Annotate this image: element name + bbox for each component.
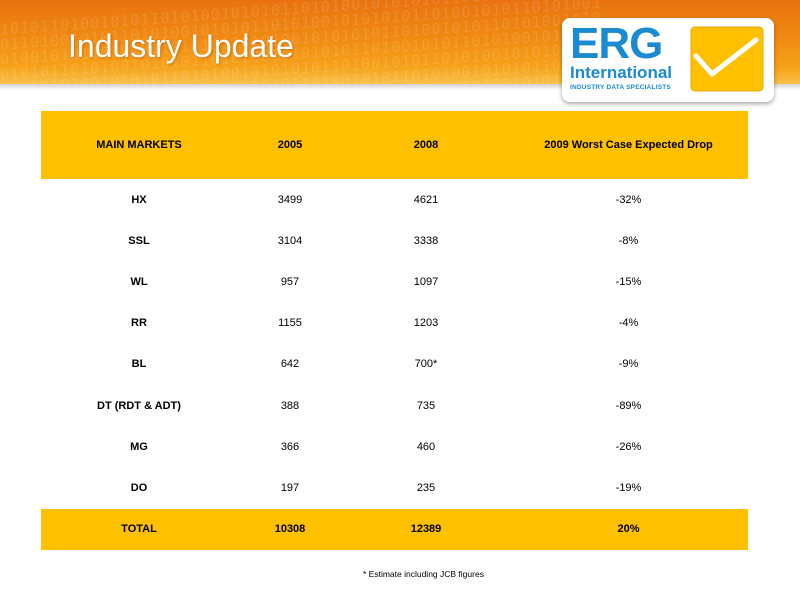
total-drop-cell: 20% <box>509 508 748 550</box>
envelope-check-icon <box>690 26 764 92</box>
table-row: MG 366 460 -26% <box>41 426 748 468</box>
markets-table: MAIN MARKETS 2005 2008 2009 Worst Case E… <box>41 111 748 550</box>
value-2008-cell: 735 <box>343 384 509 427</box>
drop-cell: -89% <box>509 384 748 427</box>
value-2005-cell: 3104 <box>237 220 343 262</box>
table-header-row: MAIN MARKETS 2005 2008 2009 Worst Case E… <box>41 111 748 179</box>
value-2008-cell: 1097 <box>343 261 509 303</box>
value-2008-cell: 235 <box>343 467 509 509</box>
drop-cell: -8% <box>509 220 748 262</box>
value-2005-cell: 197 <box>237 467 343 509</box>
value-2008-cell: 700* <box>343 343 509 385</box>
market-cell: SSL <box>41 220 237 262</box>
header-2005: 2005 <box>237 111 343 179</box>
market-cell: RR <box>41 302 237 344</box>
slide-title: Industry Update <box>68 28 294 64</box>
value-2005-cell: 642 <box>237 343 343 385</box>
value-2008-cell: 3338 <box>343 220 509 262</box>
table-row: HX 3499 4621 -32% <box>41 179 748 221</box>
total-2005-cell: 10308 <box>237 508 343 550</box>
market-cell: DO <box>41 467 237 509</box>
value-2005-cell: 3499 <box>237 179 343 221</box>
total-label-cell: TOTAL <box>41 508 237 550</box>
value-2005-cell: 957 <box>237 261 343 303</box>
table-total-row: TOTAL 10308 12389 20% <box>41 508 748 550</box>
drop-cell: -15% <box>509 261 748 303</box>
value-2005-cell: 366 <box>237 426 343 468</box>
header-main-markets: MAIN MARKETS <box>41 111 237 179</box>
value-2008-cell: 4621 <box>343 179 509 221</box>
value-2005-cell: 388 <box>237 384 343 427</box>
erg-logo: ERG International INDUSTRY DATA SPECIALI… <box>562 18 774 102</box>
drop-cell: -19% <box>509 467 748 509</box>
drop-cell: -9% <box>509 343 748 385</box>
value-2005-cell: 1155 <box>237 302 343 344</box>
market-cell: WL <box>41 261 237 303</box>
table-row: WL 957 1097 -15% <box>41 261 748 303</box>
footnote: * Estimate including JCB figures <box>363 569 484 579</box>
header-2008: 2008 <box>343 111 509 179</box>
table-row: RR 1155 1203 -4% <box>41 302 748 344</box>
table-row: DT (RDT & ADT) 388 735 -89% <box>41 384 748 427</box>
drop-cell: -32% <box>509 179 748 221</box>
market-cell: MG <box>41 426 237 468</box>
logo-tagline: INDUSTRY DATA SPECIALISTS <box>570 84 671 91</box>
value-2008-cell: 460 <box>343 426 509 468</box>
logo-brand: ERG <box>570 19 663 68</box>
total-2008-cell: 12389 <box>343 508 509 550</box>
header-expected-drop: 2009 Worst Case Expected Drop <box>509 111 748 179</box>
drop-cell: -4% <box>509 302 748 344</box>
table-row: DO 197 235 -19% <box>41 467 748 509</box>
logo-subbrand: International <box>570 63 673 82</box>
market-cell: DT (RDT & ADT) <box>41 384 237 427</box>
banner-shadow <box>0 84 800 90</box>
value-2008-cell: 1203 <box>343 302 509 344</box>
table-row: SSL 3104 3338 -8% <box>41 220 748 262</box>
market-cell: HX <box>41 179 237 221</box>
market-cell: BL <box>41 343 237 385</box>
drop-cell: -26% <box>509 426 748 468</box>
table-row: BL 642 700* -9% <box>41 343 748 385</box>
